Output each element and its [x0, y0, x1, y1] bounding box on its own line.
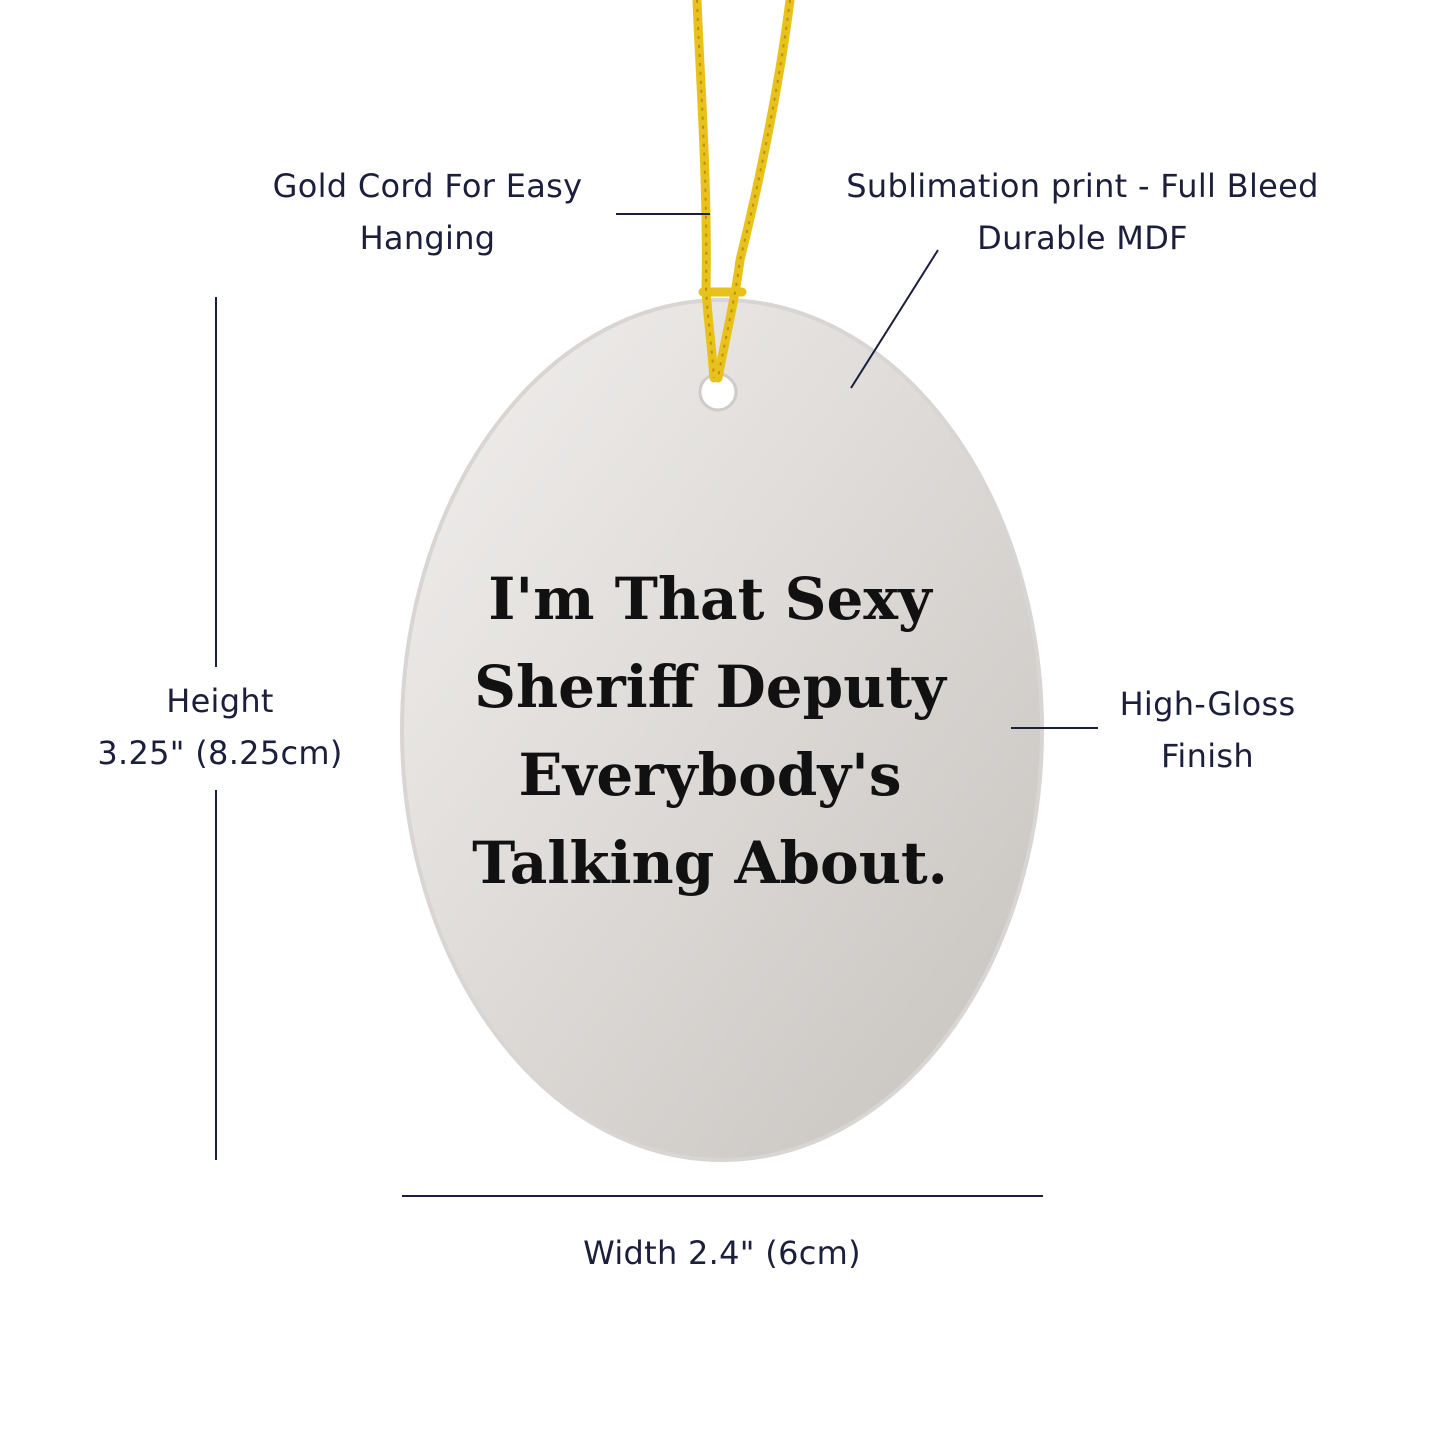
print-label: Sublimation print - Full Bleed Durable M… — [815, 160, 1350, 264]
quote-line: I'm That Sexy — [488, 565, 932, 633]
finish-label-line1: High-Gloss — [1119, 685, 1296, 723]
cord-label: Gold Cord For Easy Hanging — [240, 160, 615, 264]
height-label: Height 3.25" (8.25cm) — [60, 675, 380, 779]
height-label-line1: Height — [166, 682, 274, 720]
finish-label-line2: Finish — [1161, 737, 1254, 775]
cord-label-line2: Hanging — [359, 219, 496, 257]
height-line-bottom — [215, 790, 217, 1160]
quote-line: Everybody's — [518, 741, 902, 809]
print-label-line2: Durable MDF — [977, 219, 1188, 257]
height-label-line2: 3.25" (8.25cm) — [97, 734, 343, 772]
print-label-line1: Sublimation print - Full Bleed — [846, 167, 1319, 205]
ornament-quote: I'm That Sexy Sheriff Deputy Everybody's… — [420, 555, 1000, 907]
width-label: Width 2.4" (6cm) — [583, 1234, 861, 1272]
width-line — [402, 1195, 1043, 1197]
print-pointer-line — [850, 249, 939, 389]
finish-pointer-line — [1011, 727, 1098, 729]
height-line-top — [215, 297, 217, 667]
quote-line: Talking About. — [472, 829, 948, 897]
cord-pointer-line — [616, 213, 710, 215]
cord-label-line1: Gold Cord For Easy — [272, 167, 583, 205]
quote-line: Sheriff Deputy — [474, 653, 946, 721]
finish-label: High-Gloss Finish — [1100, 678, 1315, 782]
ornament-body — [400, 298, 1044, 1162]
